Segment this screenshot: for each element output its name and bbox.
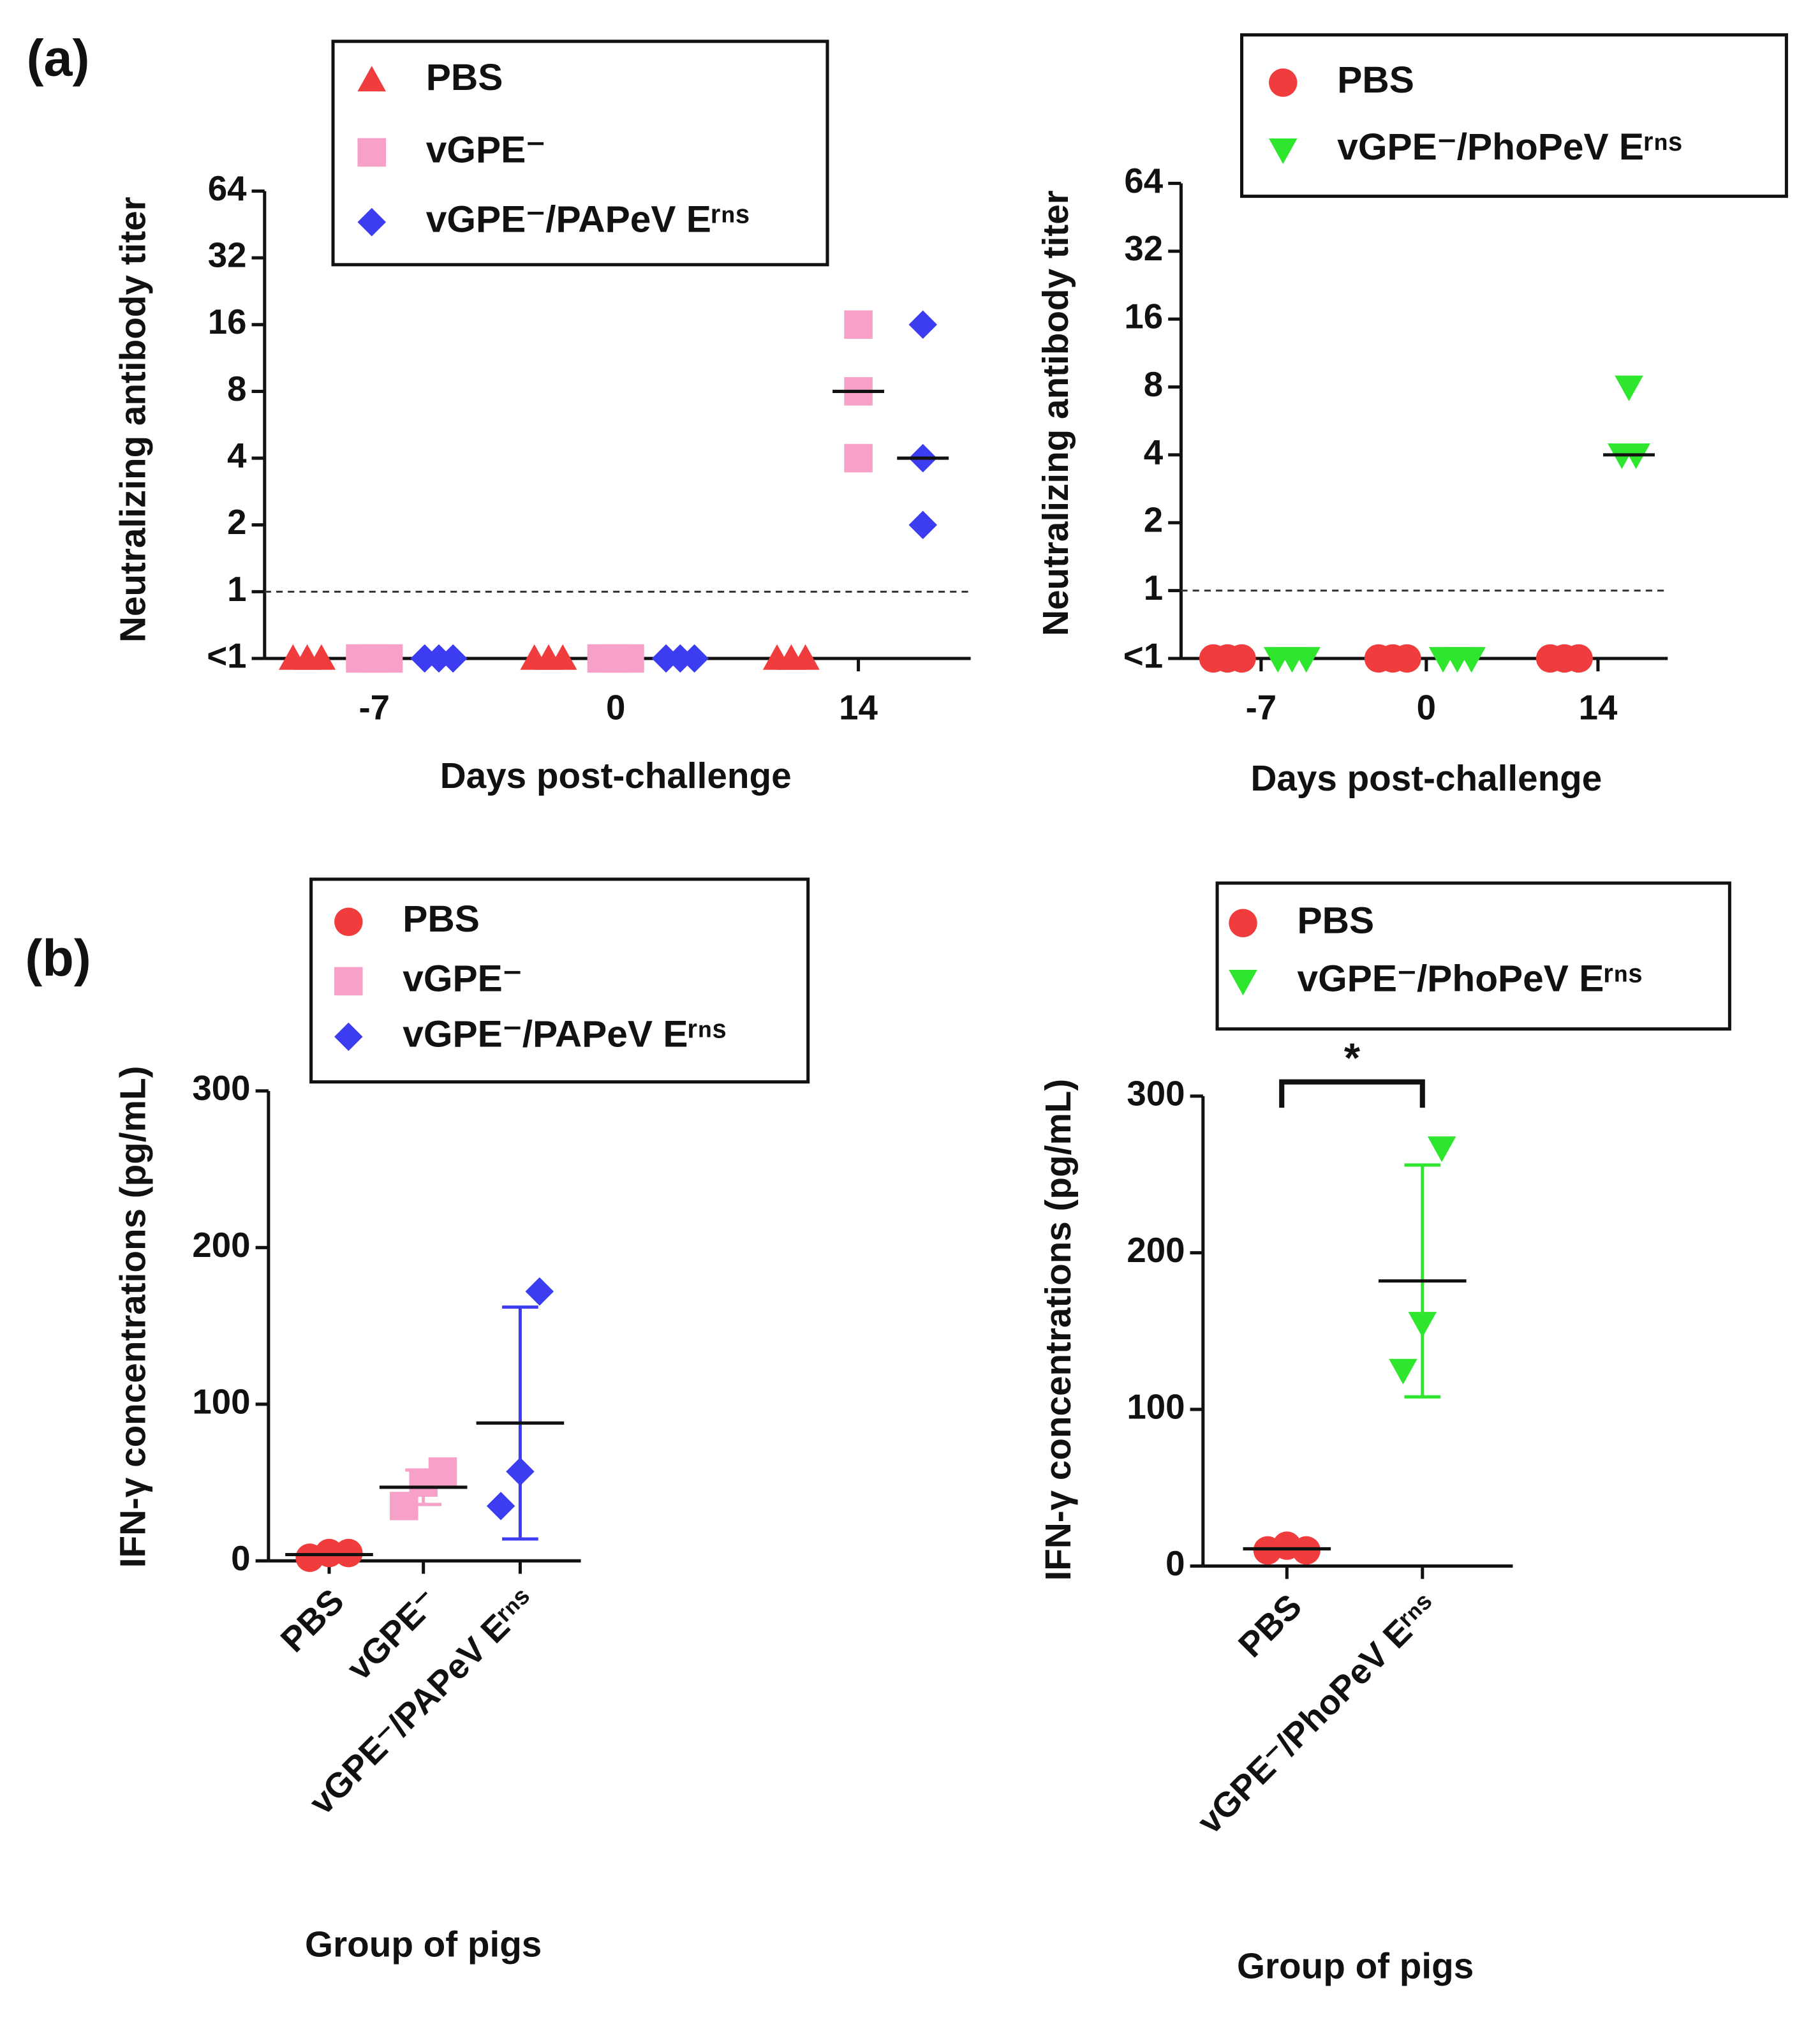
y-tick-label: 300 <box>1127 1074 1185 1113</box>
y-tick-label: 16 <box>208 302 247 341</box>
marker <box>374 644 403 673</box>
x-tick-label: 14 <box>839 688 878 727</box>
y-tick-label: 0 <box>1165 1544 1185 1583</box>
y-tick-label: <1 <box>207 636 246 675</box>
marker <box>390 1492 418 1520</box>
y-tick-label: 4 <box>1144 433 1164 472</box>
legend-label: vGPE⁻/PhoPeV Eʳⁿˢ <box>1298 958 1643 999</box>
marker <box>486 1492 515 1520</box>
y-tick-label: 8 <box>227 369 246 408</box>
legend-marker <box>1269 138 1298 165</box>
x-tick-label: 14 <box>1579 688 1618 727</box>
significance-bracket <box>1279 1079 1425 1108</box>
marker <box>1564 644 1593 673</box>
marker <box>1227 644 1256 673</box>
legend-label: vGPE⁻ <box>426 129 545 170</box>
marker <box>1457 647 1486 673</box>
x-axis-label: Days post-challenge <box>440 756 792 796</box>
y-tick-label: <1 <box>1123 636 1163 675</box>
x-tick-label: -7 <box>359 688 390 727</box>
marker <box>908 310 937 339</box>
y-tick-label: 200 <box>192 1226 250 1265</box>
x-tick-label: 0 <box>1417 688 1436 727</box>
y-tick-label: 64 <box>208 169 247 208</box>
y-tick-label: 16 <box>1124 297 1163 336</box>
legend-marker <box>1229 909 1257 938</box>
y-axis-label: IFN-γ concentrations (pg/mL) <box>1039 1079 1079 1581</box>
legend-label: PBS <box>426 57 503 98</box>
legend-box <box>1239 33 1788 198</box>
legend-marker <box>334 1022 363 1051</box>
x-tick-label: PBS <box>1231 1587 1310 1665</box>
marker <box>616 644 644 673</box>
y-tick-label: 0 <box>231 1539 250 1578</box>
y-tick-label: 8 <box>1144 365 1163 404</box>
y-tick-label: 32 <box>208 236 247 275</box>
legend-marker <box>357 66 386 92</box>
y-tick-label: 100 <box>1127 1387 1185 1426</box>
legend-marker <box>334 907 363 937</box>
legend-marker <box>357 138 386 167</box>
y-tick-label: 4 <box>227 436 247 475</box>
marker <box>1393 644 1421 673</box>
panel-label: (b) <box>25 930 91 987</box>
y-axis-label: IFN-γ concentrations (pg/mL) <box>113 1066 153 1568</box>
y-axis-label: Neutralizing antibody titer <box>113 197 153 643</box>
legend-marker <box>357 207 386 237</box>
legend-box <box>309 877 810 1084</box>
y-tick-label: 200 <box>1127 1231 1185 1270</box>
y-tick-label: 100 <box>192 1382 250 1421</box>
legend-marker <box>1229 970 1257 996</box>
legend-label: vGPE⁻ <box>403 958 522 999</box>
marker <box>548 644 577 670</box>
marker <box>307 644 336 670</box>
legend-marker <box>1269 68 1298 97</box>
legend-box <box>1215 881 1731 1031</box>
marker <box>428 1457 457 1486</box>
y-tick-label: 1 <box>227 570 246 609</box>
x-tick-label: -7 <box>1246 688 1277 727</box>
marker <box>791 644 820 670</box>
marker <box>1615 375 1643 401</box>
legend-label: PBS <box>1337 59 1414 101</box>
legend-label: PBS <box>1298 900 1375 941</box>
legend-label: vGPE⁻/PAPeV Eʳⁿˢ <box>403 1013 726 1055</box>
marker <box>1389 1358 1417 1385</box>
legend-label: PBS <box>403 898 480 940</box>
x-tick-label: vGPE⁻/PhoPeV Eʳⁿˢ <box>1190 1587 1444 1841</box>
x-tick-label: 0 <box>606 688 625 727</box>
marker <box>844 443 873 473</box>
legend-label: vGPE⁻/PAPeV Eʳⁿˢ <box>426 199 750 241</box>
marker <box>1427 1136 1456 1163</box>
y-tick-label: 2 <box>1144 501 1163 540</box>
panel-label: (a) <box>27 30 90 87</box>
marker <box>525 1277 554 1306</box>
legend-label: vGPE⁻/PhoPeV Eʳⁿˢ <box>1337 126 1682 168</box>
y-axis-label: Neutralizing antibody titer <box>1036 190 1076 636</box>
marker <box>1292 647 1321 673</box>
marker <box>844 310 873 339</box>
legend-box <box>331 40 829 267</box>
y-tick-label: 64 <box>1124 161 1163 200</box>
y-tick-label: 32 <box>1124 229 1163 268</box>
x-axis-label: Group of pigs <box>1237 1947 1474 1987</box>
legend-marker <box>334 967 363 996</box>
marker <box>438 644 468 673</box>
y-tick-label: 2 <box>227 503 246 542</box>
y-tick-label: 1 <box>1144 568 1163 607</box>
marker <box>908 510 937 539</box>
x-axis-label: Days post-challenge <box>1250 759 1602 799</box>
x-axis-label: Group of pigs <box>305 1924 542 1965</box>
significance-label: * <box>1344 1034 1361 1081</box>
x-tick-label: PBS <box>273 1582 351 1660</box>
y-tick-label: 300 <box>192 1069 250 1108</box>
